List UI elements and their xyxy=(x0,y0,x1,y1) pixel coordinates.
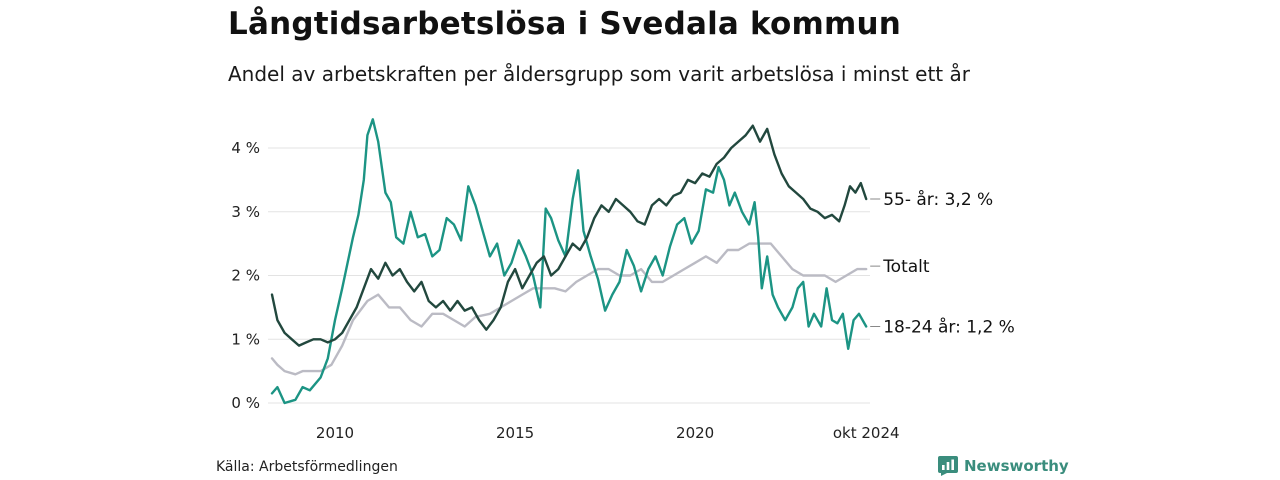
brand[interactable]: Newsworthy xyxy=(938,456,1069,476)
chart-title: Långtidsarbetslösa i Svedala kommun xyxy=(228,6,902,42)
brand-name: Newsworthy xyxy=(964,457,1069,475)
x-tick-label: 2020 xyxy=(676,424,714,442)
newsworthy-logo-icon xyxy=(938,456,958,476)
chart-subtitle: Andel av arbetskraften per åldersgrupp s… xyxy=(228,62,970,86)
x-tick-label: okt 2024 xyxy=(833,424,900,442)
y-tick-label: 0 % xyxy=(231,394,260,412)
y-tick-label: 2 % xyxy=(231,267,260,285)
series-end-label: 55- år: 3,2 % xyxy=(883,189,993,210)
series-line-1 xyxy=(270,118,868,405)
y-tick-label: 4 % xyxy=(231,139,260,157)
x-tick-label: 2010 xyxy=(316,424,354,442)
x-tick-label: 2015 xyxy=(496,424,534,442)
series-line-2 xyxy=(270,124,868,347)
y-tick-label: 3 % xyxy=(231,203,260,221)
series-end-label: Totalt xyxy=(882,257,930,277)
series-line-0 xyxy=(270,242,868,376)
source-note: Källa: Arbetsförmedlingen xyxy=(216,459,398,475)
y-tick-label: 1 % xyxy=(231,330,260,348)
series-end-label: 18-24 år: 1,2 % xyxy=(883,317,1015,338)
